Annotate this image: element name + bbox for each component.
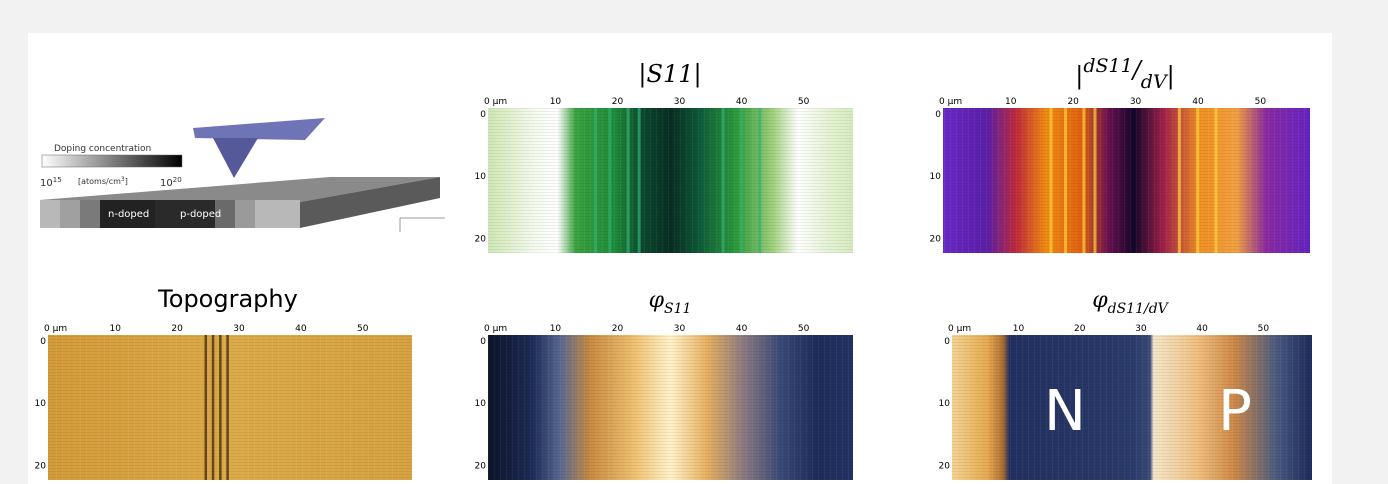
- cantilever: [193, 118, 325, 140]
- stripe: [1082, 108, 1086, 253]
- panel-title: φdS11/dV: [1092, 288, 1169, 317]
- y-tick-label: 20: [35, 462, 47, 472]
- stripe: [1196, 108, 1200, 253]
- stripe: [608, 108, 612, 253]
- x-tick-label: 50: [798, 97, 810, 107]
- y-tick-label: 20: [475, 462, 487, 472]
- x-tick-label: 0 µm: [484, 324, 507, 334]
- y-tick-label: 10: [930, 172, 942, 182]
- stripe: [593, 108, 597, 253]
- x-tick-label: 20: [171, 324, 183, 334]
- overlay-label: N: [1044, 379, 1086, 444]
- legend-unit: [atoms/cm3]: [78, 176, 128, 186]
- legend-title: Doping concentration: [54, 144, 151, 154]
- slab-side: [300, 177, 440, 228]
- x-tick-label: 50: [1255, 97, 1267, 107]
- x-tick-label: 30: [1135, 324, 1147, 334]
- x-tick-label: 30: [674, 97, 686, 107]
- map-texture: [943, 108, 1310, 253]
- x-tick-label: 10: [110, 324, 122, 334]
- y-tick-label: 20: [475, 235, 487, 245]
- y-tick-label: 20: [930, 235, 942, 245]
- topo-line: [204, 335, 208, 480]
- legend-bar: [41, 154, 183, 168]
- y-tick-label: 10: [475, 172, 487, 182]
- topo-line: [219, 335, 222, 480]
- map-texture: [488, 335, 853, 480]
- x-tick-label: 0 µm: [939, 97, 962, 107]
- map-texture: [952, 335, 1312, 480]
- x-tick-label: 10: [1013, 324, 1025, 334]
- panel-title: |dS11/dV|: [1075, 55, 1175, 93]
- tip: [213, 138, 258, 178]
- map-texture: [488, 108, 853, 253]
- slab-top: [40, 177, 440, 202]
- legend-max: 1020: [160, 176, 182, 189]
- x-tick-label: 50: [798, 324, 810, 334]
- x-tick-label: 50: [357, 324, 369, 334]
- x-tick-label: 30: [674, 324, 686, 334]
- x-tick-label: 40: [295, 324, 307, 334]
- x-tick-label: 0 µm: [44, 324, 67, 334]
- y-tick-label: 0: [944, 337, 950, 347]
- x-tick-label: 10: [550, 97, 562, 107]
- doping-illustration: Doping concentration 1015 [atoms/cm3] 10…: [40, 118, 445, 232]
- x-tick-label: 40: [1196, 324, 1208, 334]
- y-tick-label: 20: [939, 462, 951, 472]
- x-tick-label: 20: [612, 97, 624, 107]
- overlay-label: P: [1218, 379, 1252, 444]
- n-doped-label: n-doped: [108, 209, 149, 220]
- stripe: [758, 108, 762, 253]
- x-tick-label: 20: [1074, 324, 1086, 334]
- y-tick-label: 10: [475, 399, 487, 409]
- map-texture: [48, 335, 412, 480]
- stripe: [739, 108, 743, 253]
- stripe: [1177, 108, 1181, 253]
- panel-title: φS11: [649, 288, 692, 317]
- x-tick-label: 10: [550, 324, 562, 334]
- panel-title: |S11|: [638, 60, 701, 89]
- x-tick-label: 30: [1130, 97, 1142, 107]
- y-tick-label: 10: [939, 399, 951, 409]
- x-tick-label: 10: [1005, 97, 1017, 107]
- stripe: [626, 108, 630, 253]
- stripe: [1214, 108, 1218, 253]
- stripe: [1064, 108, 1068, 253]
- p-doped-label: p-doped: [180, 209, 221, 220]
- y-tick-label: 10: [35, 399, 47, 409]
- x-tick-label: 40: [736, 324, 748, 334]
- y-tick-label: 0: [935, 110, 941, 120]
- legend-min: 1015: [40, 176, 62, 189]
- stripe: [721, 108, 725, 253]
- x-tick-label: 40: [1192, 97, 1204, 107]
- stripe: [1093, 108, 1097, 253]
- stripe: [637, 108, 641, 253]
- x-tick-label: 20: [612, 324, 624, 334]
- panel-title: Topography: [157, 285, 298, 313]
- x-tick-label: 30: [233, 324, 245, 334]
- x-tick-label: 0 µm: [948, 324, 971, 334]
- y-tick-label: 0: [480, 337, 486, 347]
- topo-line: [211, 335, 215, 480]
- stripe: [1049, 108, 1053, 253]
- y-tick-label: 0: [40, 337, 46, 347]
- topo-line: [226, 335, 229, 480]
- x-tick-label: 40: [736, 97, 748, 107]
- x-tick-label: 0 µm: [484, 97, 507, 107]
- x-tick-label: 50: [1258, 324, 1270, 334]
- x-tick-label: 20: [1067, 97, 1079, 107]
- y-tick-label: 0: [480, 110, 486, 120]
